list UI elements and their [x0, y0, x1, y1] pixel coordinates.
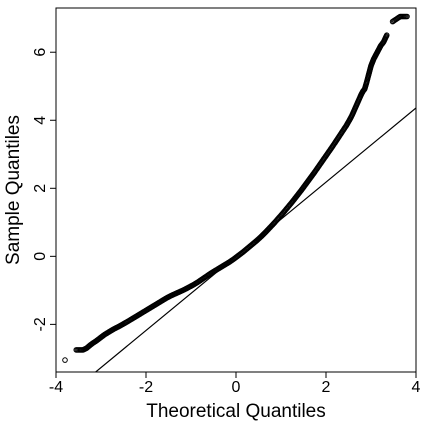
x-tick-label: 4 — [412, 379, 421, 396]
x-axis: -4 -2 0 2 4 — [49, 372, 421, 396]
x-tick-label: -2 — [139, 379, 153, 396]
data-point — [404, 13, 410, 20]
data-point — [62, 357, 68, 363]
data-point — [383, 32, 390, 39]
y-axis: -2 0 2 4 6 — [32, 48, 56, 331]
data-points — [62, 13, 410, 363]
x-axis-title: Theoretical Quantiles — [146, 401, 326, 422]
y-axis-title: Sample Quantiles — [3, 115, 24, 265]
y-tick-label: 2 — [32, 184, 49, 193]
y-tick-label: -2 — [32, 317, 49, 331]
plot-box — [55, 7, 417, 373]
qq-reference-line — [94, 107, 416, 372]
x-tick-label: 2 — [322, 379, 331, 396]
reference-line-group — [94, 107, 416, 372]
y-tick-label: 6 — [32, 48, 49, 57]
y-tick-label: 0 — [32, 252, 49, 261]
x-tick-label: -4 — [49, 379, 63, 396]
x-tick-label: 0 — [232, 379, 241, 396]
y-tick-label: 4 — [32, 116, 49, 125]
